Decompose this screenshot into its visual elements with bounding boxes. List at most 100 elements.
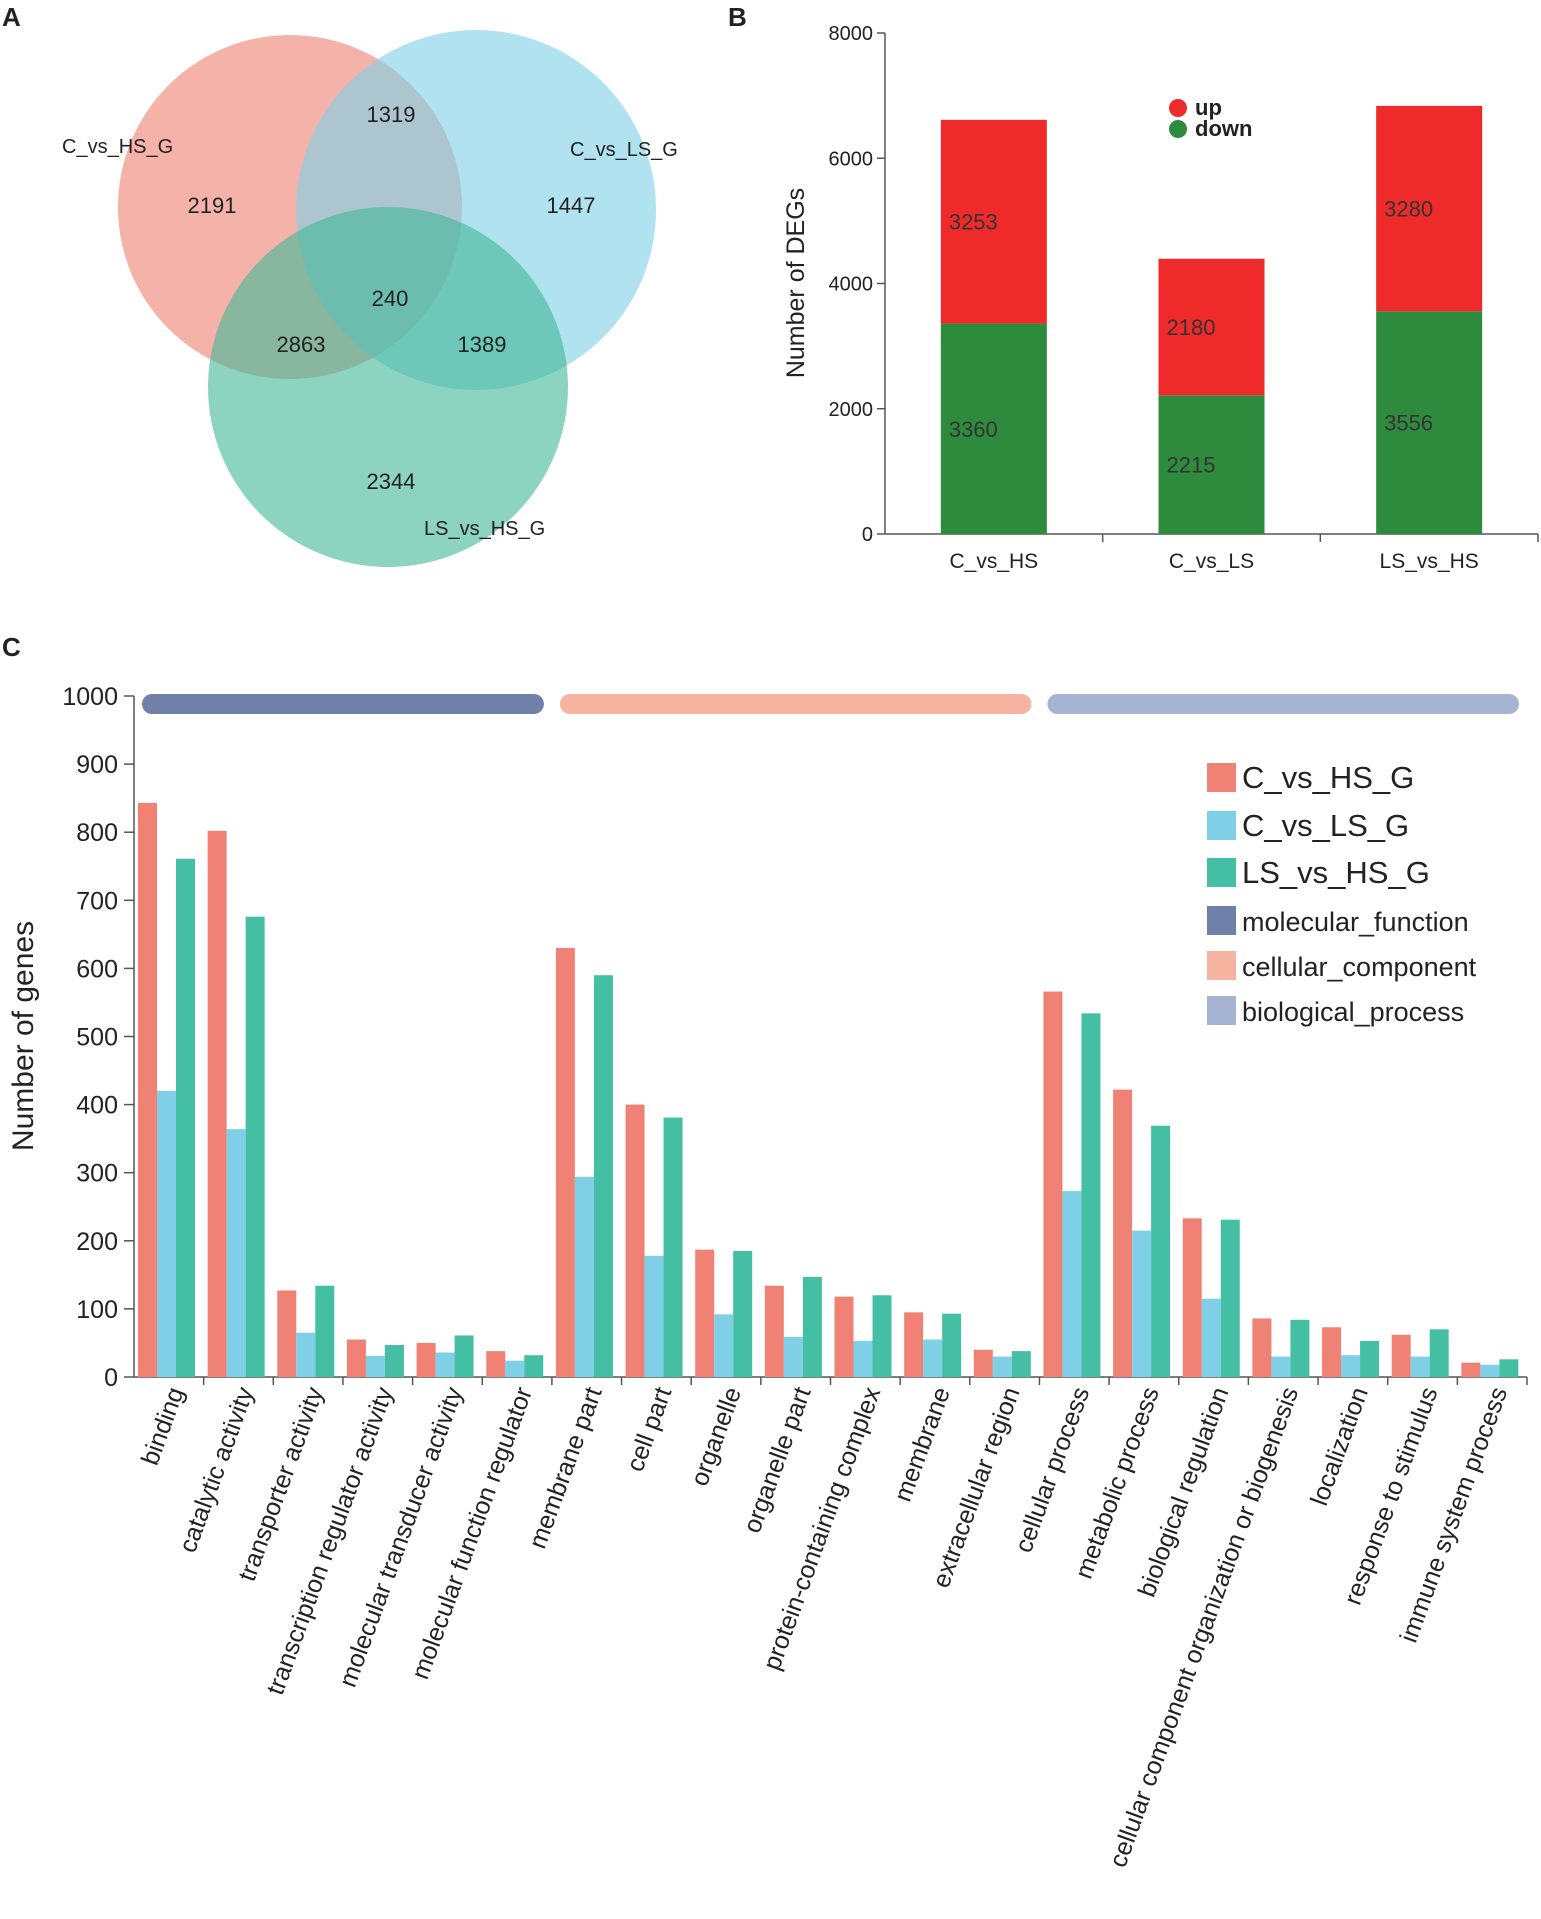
venn-region-count: 1389 [458, 332, 507, 357]
venn-set-label: C_vs_LS_G [570, 139, 678, 161]
x-tick-label: membrane [889, 1383, 956, 1505]
bar-c-vs-hs-g-cellular-process [1043, 991, 1063, 1377]
y-tick-label: 4000 [829, 274, 874, 296]
bar-ls-vs-hs-g-membrane-part [593, 975, 613, 1377]
bar-up-c-vs-hs [940, 119, 1047, 324]
bar-ls-vs-hs-g-molecular-transducer-activity [454, 1335, 474, 1377]
bar-ls-vs-hs-g-membrane [942, 1313, 962, 1377]
bar-c-vs-hs-g-immune-system-process [1461, 1362, 1481, 1377]
bar-c-vs-ls-g-molecular-function-regulator [505, 1360, 525, 1377]
y-tick-label: 600 [76, 955, 118, 983]
legend-label: C_vs_LS_G [1242, 808, 1409, 843]
legend-swatch-ls-vs-hs-g [1207, 858, 1236, 887]
bar-c-vs-ls-g-cell-part [644, 1255, 664, 1377]
bar-c-vs-ls-g-extracellular-region [992, 1356, 1012, 1377]
bar-c-vs-hs-g-metabolic-process [1113, 1089, 1133, 1377]
bar-c-vs-hs-g-cellular-component-organization-or-biogenesis [1252, 1318, 1272, 1377]
x-tick-label: organelle part [738, 1383, 817, 1536]
bar-c-vs-hs-g-cell-part [625, 1104, 645, 1377]
y-tick-label: 500 [76, 1024, 118, 1052]
group-band-cellular-component [559, 694, 1032, 714]
bar-c-vs-hs-g-transcription-regulator-activity [346, 1339, 366, 1377]
bar-value-label: 3280 [1384, 197, 1433, 222]
bar-down-ls-vs-hs [1376, 311, 1483, 534]
bar-ls-vs-hs-g-cellular-process [1081, 1013, 1101, 1377]
go-bar-chart: 0 100 200 300 400 500 600 700 800 900 1000 Number o… [7, 683, 1528, 1871]
bar-c-vs-ls-g-membrane-part [574, 1176, 594, 1377]
x-tick-label: LS_vs_HS [1380, 550, 1479, 573]
venn-set-label: C_vs_HS_G [62, 136, 173, 158]
bar-ls-vs-hs-g-transcription-regulator-activity [384, 1344, 404, 1377]
x-tick-label: catalytic activity [174, 1383, 260, 1556]
y-tick-label: 700 [76, 887, 118, 915]
bar-c-vs-ls-g-organelle [714, 1314, 734, 1377]
y-tick-label: 300 [76, 1160, 118, 1188]
bar-ls-vs-hs-g-cellular-component-organization-or-biogenesis [1290, 1319, 1310, 1377]
panel-label-a: A [2, 2, 21, 32]
bar-c-vs-hs-g-biological-regulation [1182, 1218, 1202, 1377]
bar-c-vs-hs-g-localization [1322, 1327, 1342, 1377]
y-tick-label: 100 [76, 1296, 118, 1324]
bar-ls-vs-hs-g-cell-part [663, 1117, 683, 1377]
bar-down-c-vs-ls [1158, 395, 1265, 534]
stacked-bar-chart: 0 2000 4000 6000 8000 3360 3253 C_vs_HS 2215 2180… [782, 23, 1539, 573]
bar-c-vs-ls-g-biological-regulation [1201, 1298, 1221, 1377]
y-axis-title: Number of DEGs [782, 188, 810, 378]
bar-c-vs-ls-g-immune-system-process [1480, 1364, 1500, 1377]
x-tick-label: membrane part [523, 1383, 607, 1552]
bar-c-vs-ls-g-transcription-regulator-activity [365, 1355, 385, 1377]
y-axis-title: Number of genes [7, 921, 40, 1151]
x-tick-label: C_vs_HS [949, 550, 1038, 573]
x-tick-label: binding [136, 1383, 190, 1468]
x-tick-label: cellular process [1010, 1383, 1096, 1556]
bar-c-vs-ls-g-cellular-component-organization-or-biogenesis [1271, 1356, 1291, 1377]
bar-c-vs-hs-g-catalytic-activity [207, 830, 227, 1377]
bar-c-vs-ls-g-catalytic-activity [226, 1129, 246, 1377]
y-tick-label: 900 [76, 751, 118, 779]
legend-label: molecular_function [1242, 907, 1469, 937]
venn-diagram: C_vs_HS_G C_vs_LS_G LS_vs_HS_G 2191 1447 2344… [62, 30, 678, 567]
bar-value-label: 3253 [949, 210, 998, 235]
bar-down-c-vs-hs [940, 323, 1047, 534]
bar-ls-vs-hs-g-immune-system-process [1499, 1359, 1519, 1377]
bar-c-vs-hs-g-molecular-function-regulator [486, 1351, 506, 1377]
venn-region-count: 240 [372, 286, 409, 311]
bar-up-ls-vs-hs [1376, 105, 1483, 312]
bar-c-vs-hs-g-organelle [695, 1249, 715, 1377]
bar-ls-vs-hs-g-molecular-function-regulator [524, 1355, 544, 1377]
bar-c-vs-hs-g-molecular-transducer-activity [416, 1342, 436, 1377]
bar-c-vs-hs-g-response-to-stimulus [1391, 1334, 1411, 1377]
bar-c-vs-ls-g-molecular-transducer-activity [435, 1352, 455, 1377]
bar-c-vs-hs-g-protein-containing-complex [834, 1296, 854, 1377]
bar-c-vs-ls-g-transporter-activity [296, 1332, 316, 1377]
bar-c-vs-ls-g-response-to-stimulus [1410, 1356, 1430, 1377]
legend-swatch-c-vs-hs-g [1207, 763, 1236, 792]
bar-c-vs-ls-g-binding [157, 1090, 176, 1377]
y-tick-label: 8000 [829, 23, 874, 45]
y-tick-label: 400 [76, 1092, 118, 1120]
y-tick-label: 0 [862, 524, 873, 546]
y-tick-label: 800 [76, 819, 118, 847]
bar-value-label: 2180 [1167, 315, 1216, 340]
y-tick-label: 200 [76, 1228, 118, 1256]
bar-up-c-vs-ls [1158, 258, 1265, 396]
x-tick-label: cell part [621, 1383, 677, 1475]
legend-marker-up [1169, 99, 1187, 117]
group-band-biological-process [1047, 694, 1519, 714]
bar-c-vs-hs-g-organelle-part [764, 1285, 784, 1377]
legend-label: cellular_component [1242, 952, 1477, 982]
y-tick-label: 0 [104, 1364, 118, 1392]
x-tick-label: organelle [685, 1383, 746, 1489]
panel-label-b: B [728, 2, 747, 32]
legend-label: biological_process [1242, 997, 1464, 1027]
bar-c-vs-ls-g-localization [1341, 1355, 1361, 1377]
bar-ls-vs-hs-g-localization [1360, 1340, 1380, 1377]
panel-label-c: C [2, 632, 21, 662]
venn-region-count: 1447 [547, 193, 596, 218]
bar-value-label: 3360 [949, 417, 998, 442]
legend-label: C_vs_HS_G [1242, 760, 1414, 795]
bar-c-vs-ls-g-organelle-part [783, 1336, 803, 1377]
x-tick-label: localization [1305, 1383, 1374, 1509]
bar-c-vs-hs-g-membrane [904, 1312, 924, 1377]
